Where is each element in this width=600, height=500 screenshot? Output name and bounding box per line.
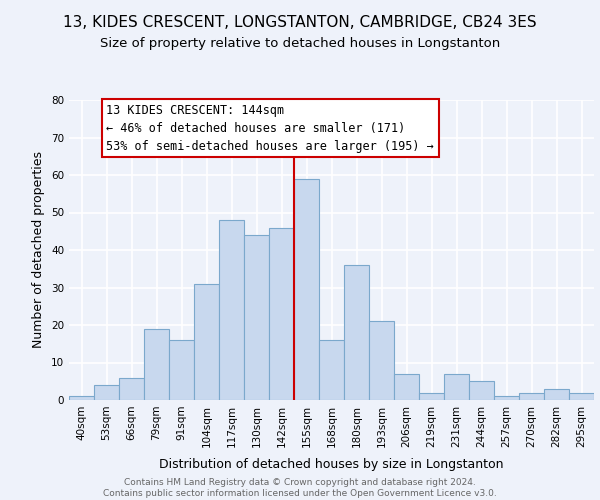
Bar xyxy=(69,396,94,400)
Bar xyxy=(144,329,169,400)
Bar xyxy=(119,378,144,400)
Bar xyxy=(369,322,394,400)
Bar xyxy=(194,284,219,400)
Y-axis label: Number of detached properties: Number of detached properties xyxy=(32,152,46,348)
Bar xyxy=(444,374,469,400)
Bar xyxy=(319,340,344,400)
Bar xyxy=(244,235,269,400)
Bar xyxy=(394,374,419,400)
Bar xyxy=(219,220,244,400)
Text: 13, KIDES CRESCENT, LONGSTANTON, CAMBRIDGE, CB24 3ES: 13, KIDES CRESCENT, LONGSTANTON, CAMBRID… xyxy=(63,15,537,30)
Bar xyxy=(494,396,519,400)
Bar xyxy=(94,385,119,400)
Bar xyxy=(344,265,369,400)
Bar xyxy=(519,392,544,400)
Text: 13 KIDES CRESCENT: 144sqm
← 46% of detached houses are smaller (171)
53% of semi: 13 KIDES CRESCENT: 144sqm ← 46% of detac… xyxy=(107,104,434,153)
Bar xyxy=(269,228,294,400)
Text: Size of property relative to detached houses in Longstanton: Size of property relative to detached ho… xyxy=(100,38,500,51)
Bar xyxy=(569,392,594,400)
Bar xyxy=(469,381,494,400)
Bar xyxy=(294,179,319,400)
Bar xyxy=(169,340,194,400)
X-axis label: Distribution of detached houses by size in Longstanton: Distribution of detached houses by size … xyxy=(159,458,504,471)
Bar xyxy=(544,389,569,400)
Text: Contains HM Land Registry data © Crown copyright and database right 2024.
Contai: Contains HM Land Registry data © Crown c… xyxy=(103,478,497,498)
Bar xyxy=(419,392,444,400)
